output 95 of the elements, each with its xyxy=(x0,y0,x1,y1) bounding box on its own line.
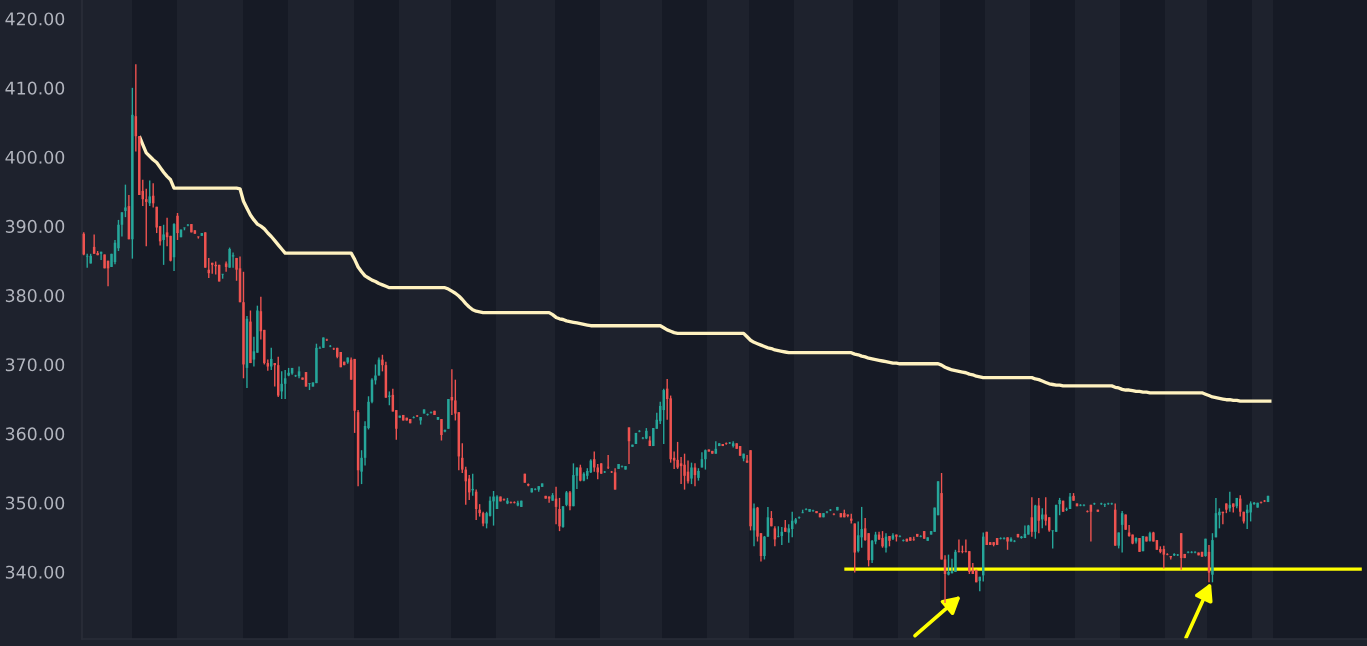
candlestick xyxy=(1190,550,1193,554)
candlestick xyxy=(763,535,766,561)
candlestick xyxy=(315,343,318,384)
candlestick xyxy=(1027,524,1030,536)
candlestick xyxy=(1145,535,1148,543)
candlestick xyxy=(836,506,839,512)
y-tick-label: 410.00 xyxy=(5,81,65,95)
candlestick xyxy=(1079,503,1082,507)
candlestick xyxy=(280,370,283,400)
y-tick-label: 360.00 xyxy=(5,427,65,441)
candlestick xyxy=(96,250,99,256)
candlestick xyxy=(572,462,575,507)
candlestick xyxy=(992,541,995,548)
candlestick xyxy=(1072,492,1075,502)
candlestick xyxy=(440,418,443,442)
candlestick xyxy=(662,387,665,445)
y-tick-label: 390.00 xyxy=(5,219,65,233)
candlestick xyxy=(1020,535,1023,540)
candlestick xyxy=(1006,536,1009,551)
candlestick xyxy=(162,224,165,266)
candlestick xyxy=(704,448,707,471)
candlestick xyxy=(1211,532,1214,583)
candlestick xyxy=(1138,537,1141,553)
candlestick xyxy=(381,354,384,373)
candlestick xyxy=(631,443,634,448)
candlestick xyxy=(749,449,752,532)
candlestick xyxy=(131,87,134,260)
candlestick xyxy=(145,188,148,247)
candlestick xyxy=(190,223,193,234)
candlestick xyxy=(770,510,773,527)
candlestick xyxy=(249,309,252,364)
y-tick-label: 420.00 xyxy=(5,12,65,26)
candlestick xyxy=(1041,507,1044,530)
candlestick xyxy=(895,533,898,543)
candlestick xyxy=(471,473,474,497)
candlestick xyxy=(124,183,127,218)
candlestick xyxy=(1058,497,1061,516)
candlestick xyxy=(822,512,825,518)
candlestick xyxy=(954,549,957,573)
candlestick xyxy=(270,347,273,371)
candlestick xyxy=(808,508,811,513)
candlestick xyxy=(1256,502,1259,509)
candlestick xyxy=(388,390,391,406)
candlestick xyxy=(221,273,224,280)
candlestick xyxy=(579,464,582,483)
candlestick xyxy=(103,253,106,270)
candlestick xyxy=(1065,506,1068,512)
candlestick xyxy=(242,271,245,379)
candlestick xyxy=(860,506,863,549)
y-tick-label: 350.00 xyxy=(5,496,65,510)
candlestick xyxy=(447,398,450,430)
candlestick xyxy=(1034,504,1037,540)
candlestick xyxy=(624,465,627,471)
candlestick xyxy=(947,553,950,577)
candlestick xyxy=(492,490,495,527)
candlestick xyxy=(801,508,804,514)
candlestick xyxy=(1044,496,1047,527)
candlestick xyxy=(742,452,745,462)
candlestick xyxy=(697,467,700,482)
candlestick xyxy=(683,452,686,491)
candlestick xyxy=(520,499,523,508)
y-tick-label: 340.00 xyxy=(5,565,65,579)
candlestick xyxy=(499,495,502,503)
candlestick xyxy=(961,544,964,554)
candlestick xyxy=(148,179,151,207)
candlestick xyxy=(902,538,905,543)
candlestick xyxy=(551,492,554,502)
candlestick xyxy=(1093,502,1096,506)
candlestick xyxy=(787,523,790,544)
candlestick xyxy=(322,336,325,349)
candlestick xyxy=(645,427,648,440)
candlestick xyxy=(544,495,547,500)
candlestick xyxy=(617,463,620,470)
y-tick-label: 380.00 xyxy=(5,289,65,303)
candlestick xyxy=(231,251,235,269)
candlestick xyxy=(565,490,568,507)
candlestick xyxy=(711,450,714,455)
candlestick xyxy=(82,231,85,256)
y-tick-label: 370.00 xyxy=(5,358,65,372)
candlestick xyxy=(926,536,929,542)
candlestick xyxy=(888,535,891,548)
candlestick xyxy=(690,461,693,485)
candlestick xyxy=(1225,502,1228,514)
candlestick xyxy=(273,362,276,388)
candlestick xyxy=(433,410,436,416)
y-tick-label: 400.00 xyxy=(5,150,65,164)
candlestick xyxy=(815,510,818,514)
candlestick xyxy=(419,416,422,426)
candlestick xyxy=(957,538,961,554)
candlestick xyxy=(1204,538,1207,558)
candlestick xyxy=(638,429,641,433)
candlestick xyxy=(308,382,311,391)
candlestick xyxy=(881,530,884,549)
candlestick xyxy=(228,246,231,269)
candlestick xyxy=(176,212,179,241)
